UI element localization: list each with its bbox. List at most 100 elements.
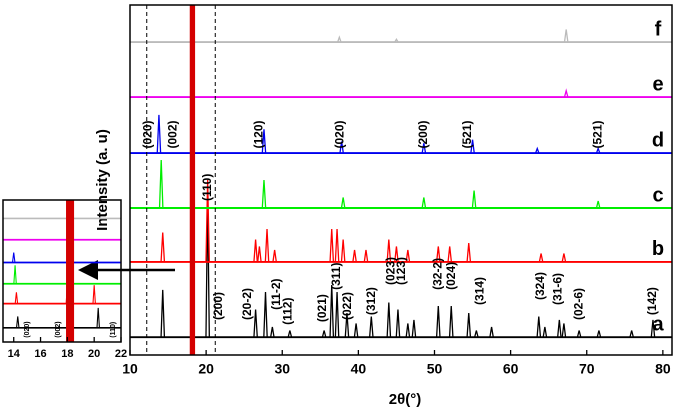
peak [264, 228, 270, 262]
peak [321, 330, 327, 338]
peak-label: (123) [394, 257, 408, 285]
peak [595, 200, 601, 209]
peak-label: (31-6) [551, 273, 565, 305]
peak [629, 330, 634, 338]
peak-label: (020) [332, 120, 346, 148]
peak-label: (002) [166, 120, 180, 148]
peak [96, 307, 100, 328]
peak-label: (200) [211, 292, 225, 320]
peak [334, 228, 340, 262]
peak [363, 249, 369, 262]
peak-label: (020) [140, 120, 154, 148]
plot-frame [129, 4, 673, 356]
peak-label: (32-2) [430, 258, 444, 290]
peak [563, 29, 569, 43]
peak [340, 197, 346, 209]
peak-label: (200) [416, 120, 430, 148]
peak [466, 242, 472, 262]
peak [257, 246, 262, 262]
x-tick-label: 20 [88, 348, 100, 360]
peak [386, 239, 392, 262]
peak [15, 316, 20, 328]
plot-area [130, 5, 672, 355]
peak [261, 129, 267, 154]
peak [339, 141, 344, 154]
peak [421, 143, 427, 154]
peak [395, 309, 401, 338]
peak-label: (023) [383, 257, 397, 285]
peak [538, 253, 544, 263]
x-tick-label: 50 [427, 360, 443, 376]
peak [261, 179, 267, 209]
peak-label: (020) [24, 321, 31, 337]
peak-label: (521) [460, 120, 474, 148]
peak [474, 330, 479, 338]
plot-area [3, 200, 121, 342]
peak [650, 319, 656, 338]
peak [435, 305, 441, 338]
highlight-band [189, 5, 196, 355]
peak [576, 330, 582, 338]
x-tick-label: 14 [8, 348, 21, 360]
peak-label: (02-6) [571, 288, 585, 320]
peak [466, 312, 472, 338]
x-tick-label: 40 [351, 360, 367, 376]
series-label: c [652, 184, 663, 206]
peak [14, 292, 19, 304]
peak-label: (110) [200, 174, 214, 201]
peak [253, 239, 258, 262]
peak-label: (142) [645, 287, 659, 315]
peak [329, 228, 335, 262]
peak [334, 291, 340, 338]
peak-label: (311) [329, 263, 343, 290]
peak [561, 323, 567, 338]
peak [158, 160, 164, 209]
peak [557, 319, 562, 338]
x-tick-label: 30 [274, 360, 290, 376]
peak [329, 284, 335, 338]
peak [536, 316, 542, 338]
peak-label: (312) [364, 287, 378, 315]
peak-label: (20-2) [240, 288, 254, 320]
peak [394, 246, 399, 262]
x-tick-label: 70 [579, 360, 595, 376]
x-tick-label: 18 [61, 348, 73, 360]
peak [489, 326, 494, 338]
peak [13, 265, 17, 284]
x-axis-label: 2θ(°) [389, 391, 421, 408]
x-tick-label: 10 [122, 360, 138, 376]
series-label: f [655, 18, 662, 40]
series-label: e [652, 73, 663, 95]
peak [405, 323, 411, 338]
peak-label: (021) [315, 294, 329, 322]
series-label: b [652, 238, 664, 260]
peak [253, 309, 258, 338]
peak [156, 114, 162, 154]
peak [270, 326, 275, 338]
peak-label: (022) [340, 292, 354, 320]
peak [534, 146, 540, 154]
x-tick-label: 60 [503, 360, 519, 376]
peak [448, 305, 454, 338]
peak-label: (024) [444, 262, 458, 290]
series-label: a [652, 313, 664, 335]
peak-label: (112) [281, 298, 295, 325]
peak [353, 323, 359, 338]
plot-frame [2, 199, 122, 343]
peak [411, 319, 417, 338]
x-tick-label: 22 [115, 348, 127, 360]
peak [344, 312, 350, 338]
peak [287, 330, 293, 338]
peak [394, 38, 399, 43]
peak-label: (110) [110, 322, 117, 338]
y-axis-label: Intensity (a. u) [94, 129, 111, 231]
peak [595, 146, 601, 154]
peak [435, 246, 441, 262]
peak [272, 249, 277, 262]
peak [368, 316, 374, 338]
peak [386, 302, 392, 338]
highlight-band [66, 200, 75, 342]
peak [421, 197, 427, 209]
peak [563, 88, 569, 98]
